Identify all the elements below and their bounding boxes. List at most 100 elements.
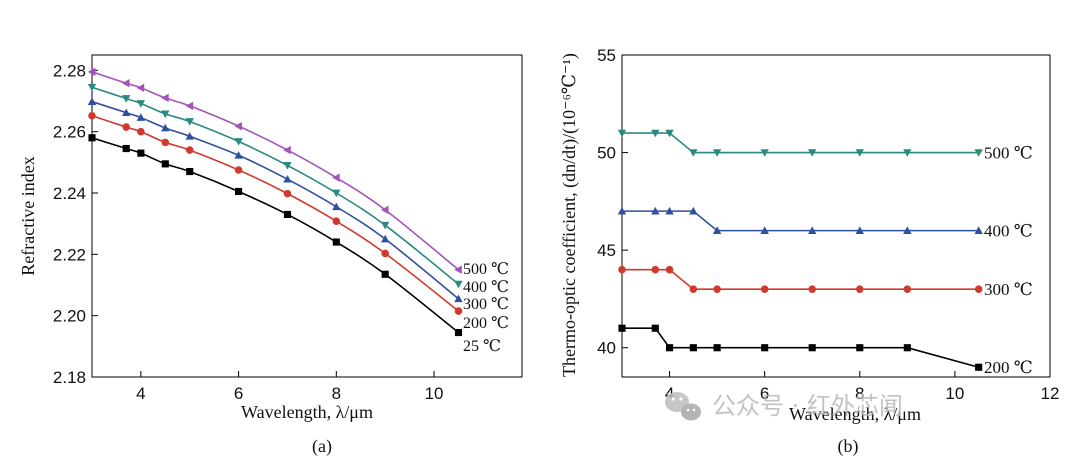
point-400-9 — [454, 280, 463, 289]
series-300 — [618, 265, 983, 293]
annotation-400: 400 ℃ — [463, 279, 509, 296]
point-300-2 — [136, 113, 146, 121]
point-300-9 — [454, 294, 463, 303]
point-200-9 — [975, 363, 983, 371]
annotation-25: 25 ℃ — [463, 338, 501, 355]
x-axis-label-a: Wavelength, λ/μm — [241, 402, 373, 422]
watermark-text: 公众号 · 红外芯闻 — [712, 392, 903, 420]
point-400-2 — [136, 100, 146, 108]
x-tick-label-12: 12 — [1041, 384, 1060, 403]
point-500-2 — [665, 129, 674, 138]
point-500-0 — [617, 129, 627, 138]
y-axis-label-a: Refractive index — [18, 156, 38, 275]
point-25-0 — [88, 134, 96, 142]
point-300-5 — [234, 151, 243, 159]
point-25-6 — [283, 210, 292, 219]
point-300-1 — [122, 108, 131, 117]
x-tick-label-8: 8 — [855, 384, 864, 403]
point-500-9 — [454, 265, 462, 274]
series-200 — [88, 111, 463, 315]
point-400-7 — [855, 226, 864, 234]
series-b — [617, 129, 983, 371]
y-tick-label-50: 50 — [597, 144, 616, 163]
point-200-2 — [137, 127, 145, 136]
point-500-8 — [903, 149, 912, 157]
point-500-6 — [283, 145, 291, 155]
point-500-1 — [651, 129, 660, 138]
annotation-200: 200 ℃ — [984, 358, 1033, 377]
point-200-6 — [283, 189, 292, 198]
x-ticks-b: 4 6 8 10 12 40 45 50 55 — [597, 46, 1059, 403]
point-300-2 — [665, 265, 674, 274]
series-200 — [618, 324, 983, 371]
point-300-6 — [283, 175, 292, 183]
point-200-5 — [761, 344, 769, 352]
y-tick-label-2-18: 2.18 — [53, 368, 86, 387]
point-200-7 — [856, 344, 864, 352]
y-tick-label-2-22: 2.22 — [53, 245, 86, 264]
point-200-1 — [651, 324, 659, 332]
point-25-1 — [122, 144, 130, 153]
series-300 — [87, 97, 463, 303]
point-25-2 — [137, 149, 145, 157]
x-axis-label-b: Wavelength, λ/μm — [789, 404, 921, 424]
point-200-3 — [689, 344, 697, 352]
y-tick-label-2-2: 2.20 — [53, 307, 86, 326]
point-300-1 — [651, 265, 660, 274]
y-axis-label-b: Thermo-optic coefficient, (dn/dt)/(10⁻⁶℃… — [559, 53, 580, 377]
point-500-4 — [185, 101, 194, 111]
point-400-8 — [903, 226, 912, 234]
point-400-6 — [808, 226, 817, 234]
series-500 — [87, 67, 462, 274]
point-200-8 — [903, 344, 911, 352]
point-400-6 — [283, 162, 292, 170]
x-tick-label-4: 4 — [136, 384, 145, 403]
point-500-4 — [712, 149, 722, 157]
x-tick-label-6: 6 — [760, 384, 769, 403]
point-400-5 — [234, 138, 243, 146]
point-300-0 — [618, 265, 626, 274]
point-400-5 — [760, 226, 769, 234]
y-tick-label-45: 45 — [597, 241, 616, 260]
point-400-1 — [651, 206, 660, 215]
point-400-9 — [974, 226, 983, 234]
x-tick-label-4: 4 — [665, 384, 674, 403]
legend-annotations-b: 200 ℃ 300 ℃ 400 ℃ 500 ℃ — [984, 144, 1033, 378]
x-ticks-a: 4 6 8 10 2.18 2.20 2.22 2.24 2.26 2.28 — [53, 61, 444, 403]
point-200-0 — [88, 111, 96, 120]
x-tick-label-6: 6 — [234, 384, 243, 403]
wechat-icon — [665, 392, 701, 421]
watermark: 公众号 · 红外芯闻 — [665, 392, 903, 421]
series-line-300 — [91, 100, 459, 300]
point-400-4 — [185, 118, 194, 126]
point-200-6 — [808, 344, 816, 352]
point-200-2 — [665, 344, 674, 352]
point-200-3 — [161, 138, 170, 147]
point-200-0 — [618, 324, 626, 332]
point-200-1 — [122, 123, 130, 131]
point-300-6 — [808, 285, 817, 293]
series-line-200 — [91, 114, 459, 312]
point-500-9 — [974, 149, 983, 157]
x-tick-label-10: 10 — [945, 384, 964, 403]
series-line-300 — [622, 268, 979, 290]
point-400-1 — [122, 95, 131, 103]
point-25-3 — [161, 160, 169, 168]
point-500-7 — [332, 173, 340, 182]
point-25-4 — [186, 167, 194, 176]
y-tick-label-2-24: 2.24 — [53, 184, 86, 203]
point-300-7 — [332, 202, 341, 211]
series-line-400 — [91, 86, 459, 285]
point-300-7 — [855, 285, 864, 293]
y-tick-label-2-28: 2.28 — [53, 61, 86, 80]
annotation-500: 500 ℃ — [463, 261, 509, 278]
point-300-0 — [87, 97, 97, 105]
series-400 — [617, 206, 983, 234]
point-400-3 — [161, 110, 170, 119]
series-line-500 — [622, 132, 979, 154]
series-400 — [87, 83, 463, 289]
point-500-3 — [161, 93, 169, 103]
point-500-6 — [808, 149, 817, 157]
point-200-4 — [185, 146, 194, 154]
